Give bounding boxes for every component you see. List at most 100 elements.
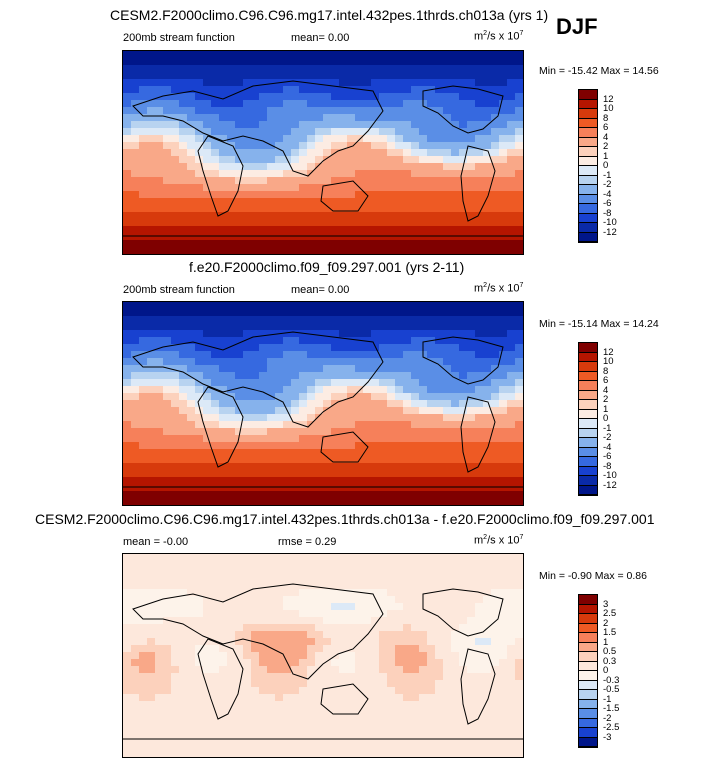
field-cell <box>339 358 348 366</box>
field-cell <box>155 358 164 366</box>
field-cell <box>331 247 340 254</box>
colorbar-tick-label: -0.3 <box>603 674 620 686</box>
field-cell <box>395 708 404 716</box>
field-cell <box>339 212 348 220</box>
field-cell <box>227 666 236 674</box>
field-cell <box>403 561 412 569</box>
field-cell <box>123 575 132 583</box>
field-cell <box>371 708 380 716</box>
field-cell <box>371 407 380 415</box>
field-cell <box>355 323 364 331</box>
field-cell <box>419 498 428 505</box>
field-cell <box>171 219 180 227</box>
field-cell <box>491 484 500 492</box>
field-cell <box>267 575 276 583</box>
field-cell <box>515 121 523 129</box>
field-cell <box>467 177 476 185</box>
field-cell <box>219 198 228 206</box>
field-cell <box>251 337 260 345</box>
field-cell <box>139 652 148 660</box>
field-cell <box>227 191 236 199</box>
field-cell <box>387 330 396 338</box>
field-cell <box>315 589 324 597</box>
field-cell <box>123 240 132 248</box>
field-cell <box>211 247 220 254</box>
field-cell <box>427 736 436 744</box>
field-cell <box>155 323 164 331</box>
field-cell <box>163 477 172 485</box>
colorbar-tick-label: 10 <box>603 356 614 367</box>
field-cell <box>499 729 508 737</box>
field-cell <box>411 491 420 499</box>
field-cell <box>155 65 164 73</box>
field-cell <box>243 65 252 73</box>
field-cell <box>363 673 372 681</box>
field-cell <box>475 351 484 359</box>
field-cell <box>403 309 412 317</box>
field-cell <box>459 680 468 688</box>
field-cell <box>259 351 268 359</box>
field-cell <box>443 617 452 625</box>
field-cell <box>203 233 212 241</box>
field-cell <box>323 673 332 681</box>
field-cell <box>227 365 236 373</box>
field-cell <box>203 666 212 674</box>
field-cell <box>283 386 292 394</box>
field-cell <box>339 631 348 639</box>
field-cell <box>347 666 356 674</box>
field-cell <box>291 79 300 87</box>
field-cell <box>179 645 188 653</box>
field-cell <box>123 142 132 150</box>
field-cell <box>427 477 436 485</box>
field-cell <box>419 645 428 653</box>
field-cell <box>227 561 236 569</box>
field-cell <box>363 708 372 716</box>
field-cell <box>371 449 380 457</box>
field-cell <box>363 393 372 401</box>
field-cell <box>259 107 268 115</box>
field-cell <box>235 477 244 485</box>
field-cell <box>515 240 523 248</box>
field-cell <box>379 400 388 408</box>
field-cell <box>475 631 484 639</box>
field-cell <box>155 708 164 716</box>
field-cell <box>347 414 356 422</box>
field-cell <box>515 149 523 157</box>
field-cell <box>467 107 476 115</box>
field-cell <box>163 400 172 408</box>
colorbar-box <box>579 438 597 448</box>
field-cell <box>379 456 388 464</box>
field-cell <box>163 743 172 751</box>
field-cell <box>259 365 268 373</box>
field-cell <box>387 79 396 87</box>
field-cell <box>347 100 356 108</box>
field-cell <box>187 631 196 639</box>
field-cell <box>427 233 436 241</box>
field-cell <box>243 114 252 122</box>
field-cell <box>507 93 516 101</box>
field-cell <box>219 351 228 359</box>
field-cell <box>459 386 468 394</box>
field-cell <box>219 205 228 213</box>
field-cell <box>339 575 348 583</box>
field-cell <box>147 323 156 331</box>
field-cell <box>283 582 292 590</box>
field-cell <box>211 226 220 234</box>
field-cell <box>355 729 364 737</box>
field-cell <box>131 226 140 234</box>
field-cell <box>211 722 220 730</box>
field-cell <box>123 337 132 345</box>
field-cell <box>275 65 284 73</box>
field-cell <box>267 750 276 757</box>
field-cell <box>275 51 284 59</box>
field-cell <box>411 302 420 310</box>
field-cell <box>195 107 204 115</box>
field-cell <box>387 323 396 331</box>
field-cell <box>387 561 396 569</box>
field-cell <box>139 645 148 653</box>
field-cell <box>267 477 276 485</box>
field-cell <box>227 428 236 436</box>
field-cell <box>219 456 228 464</box>
field-cell <box>171 414 180 422</box>
field-cell <box>347 344 356 352</box>
